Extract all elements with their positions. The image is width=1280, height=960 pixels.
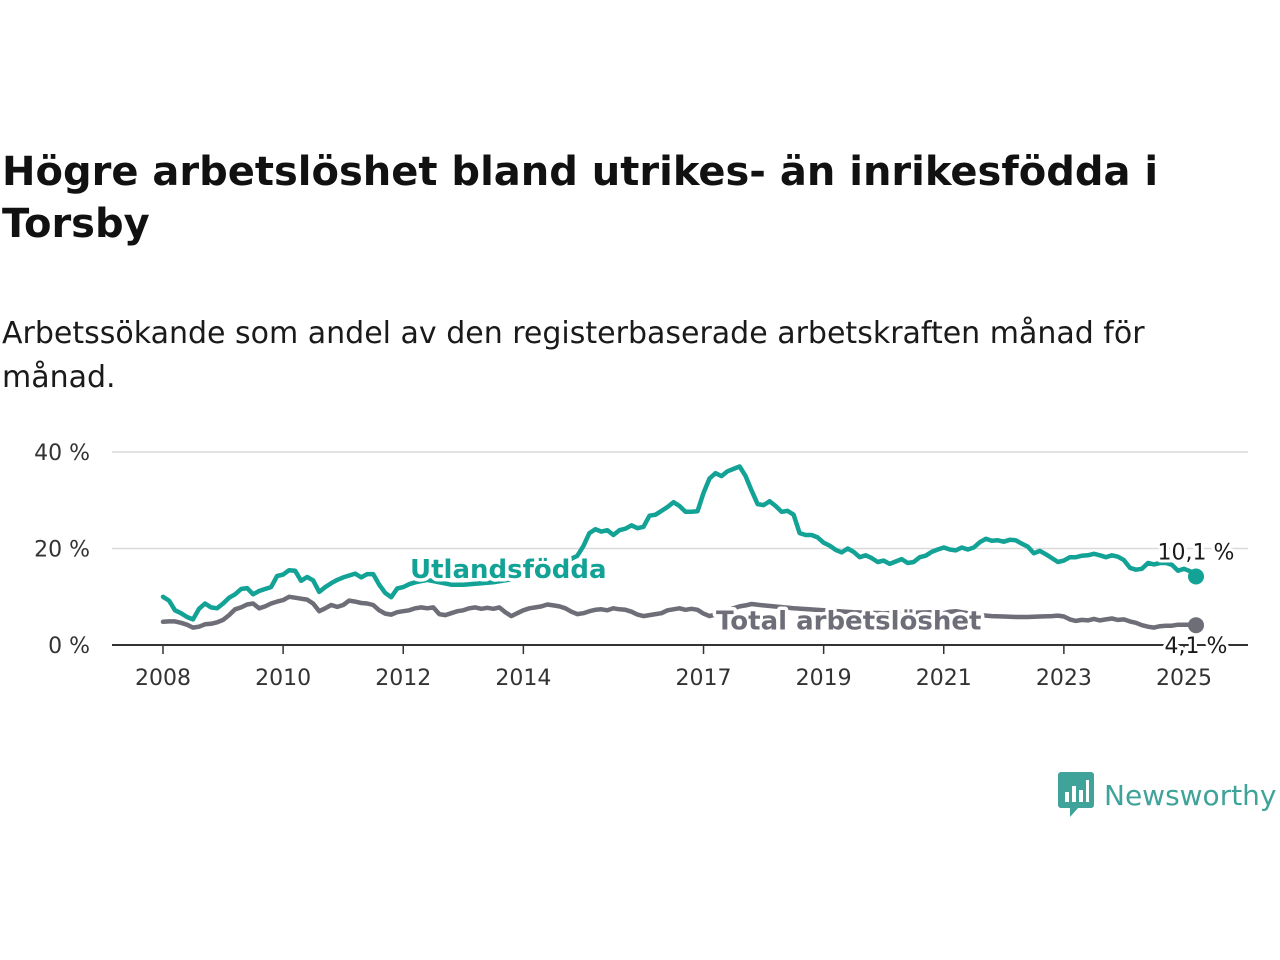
newsworthy-chart-icon	[1058, 772, 1094, 817]
series-line-total	[160, 594, 1199, 630]
x-tick-label: 2012	[375, 666, 431, 691]
brand-name: Newsworthy	[1104, 778, 1277, 812]
chart-subtitle: Arbetssökande som andel av den registerb…	[2, 316, 1145, 395]
series-label-utlandsfodda: Utlandsfödda	[410, 555, 607, 585]
x-tick-label: 2023	[1036, 666, 1092, 691]
series-label-total: Total arbetslöshet	[716, 606, 981, 636]
grid-layer	[112, 451, 1248, 646]
label-layer: Utlandsfödda Total arbetslöshet 10,1 % 4,1 …	[407, 537, 1238, 662]
newsworthy-logo: Newsworthy	[1058, 772, 1277, 818]
line-chart: 0 % 20 % 40 % 2008 2010 2012 2014 2017 2019 2021 2…	[34, 441, 1248, 691]
x-tick-label: 2010	[255, 666, 311, 691]
x-tick-label: 2021	[916, 666, 972, 691]
y-tick-label: 0 %	[48, 634, 90, 659]
x-tick-label: 2008	[135, 666, 191, 691]
x-tick-label: 2017	[676, 666, 732, 691]
x-tick-label: 2014	[495, 666, 551, 691]
x-tick-label: 2019	[796, 666, 852, 691]
end-value-utlandsfodda: 10,1 %	[1158, 540, 1235, 565]
series-line-utlandsfodda	[160, 464, 1199, 622]
series-layer	[160, 464, 1204, 634]
y-tick-label: 40 %	[34, 441, 90, 466]
end-value-total: 4,1 %	[1165, 634, 1228, 659]
y-tick-label: 20 %	[34, 538, 90, 563]
chart-title: Högre arbetslöshet bland utrikes- än inr…	[2, 149, 1159, 247]
x-tick-label: 2025	[1156, 666, 1212, 691]
axis-layer: 0 % 20 % 40 % 2008 2010 2012 2014 2017 2019 2021 2…	[34, 441, 1212, 691]
end-point-utlandsfodda	[1188, 568, 1204, 585]
end-point-total	[1188, 617, 1204, 634]
